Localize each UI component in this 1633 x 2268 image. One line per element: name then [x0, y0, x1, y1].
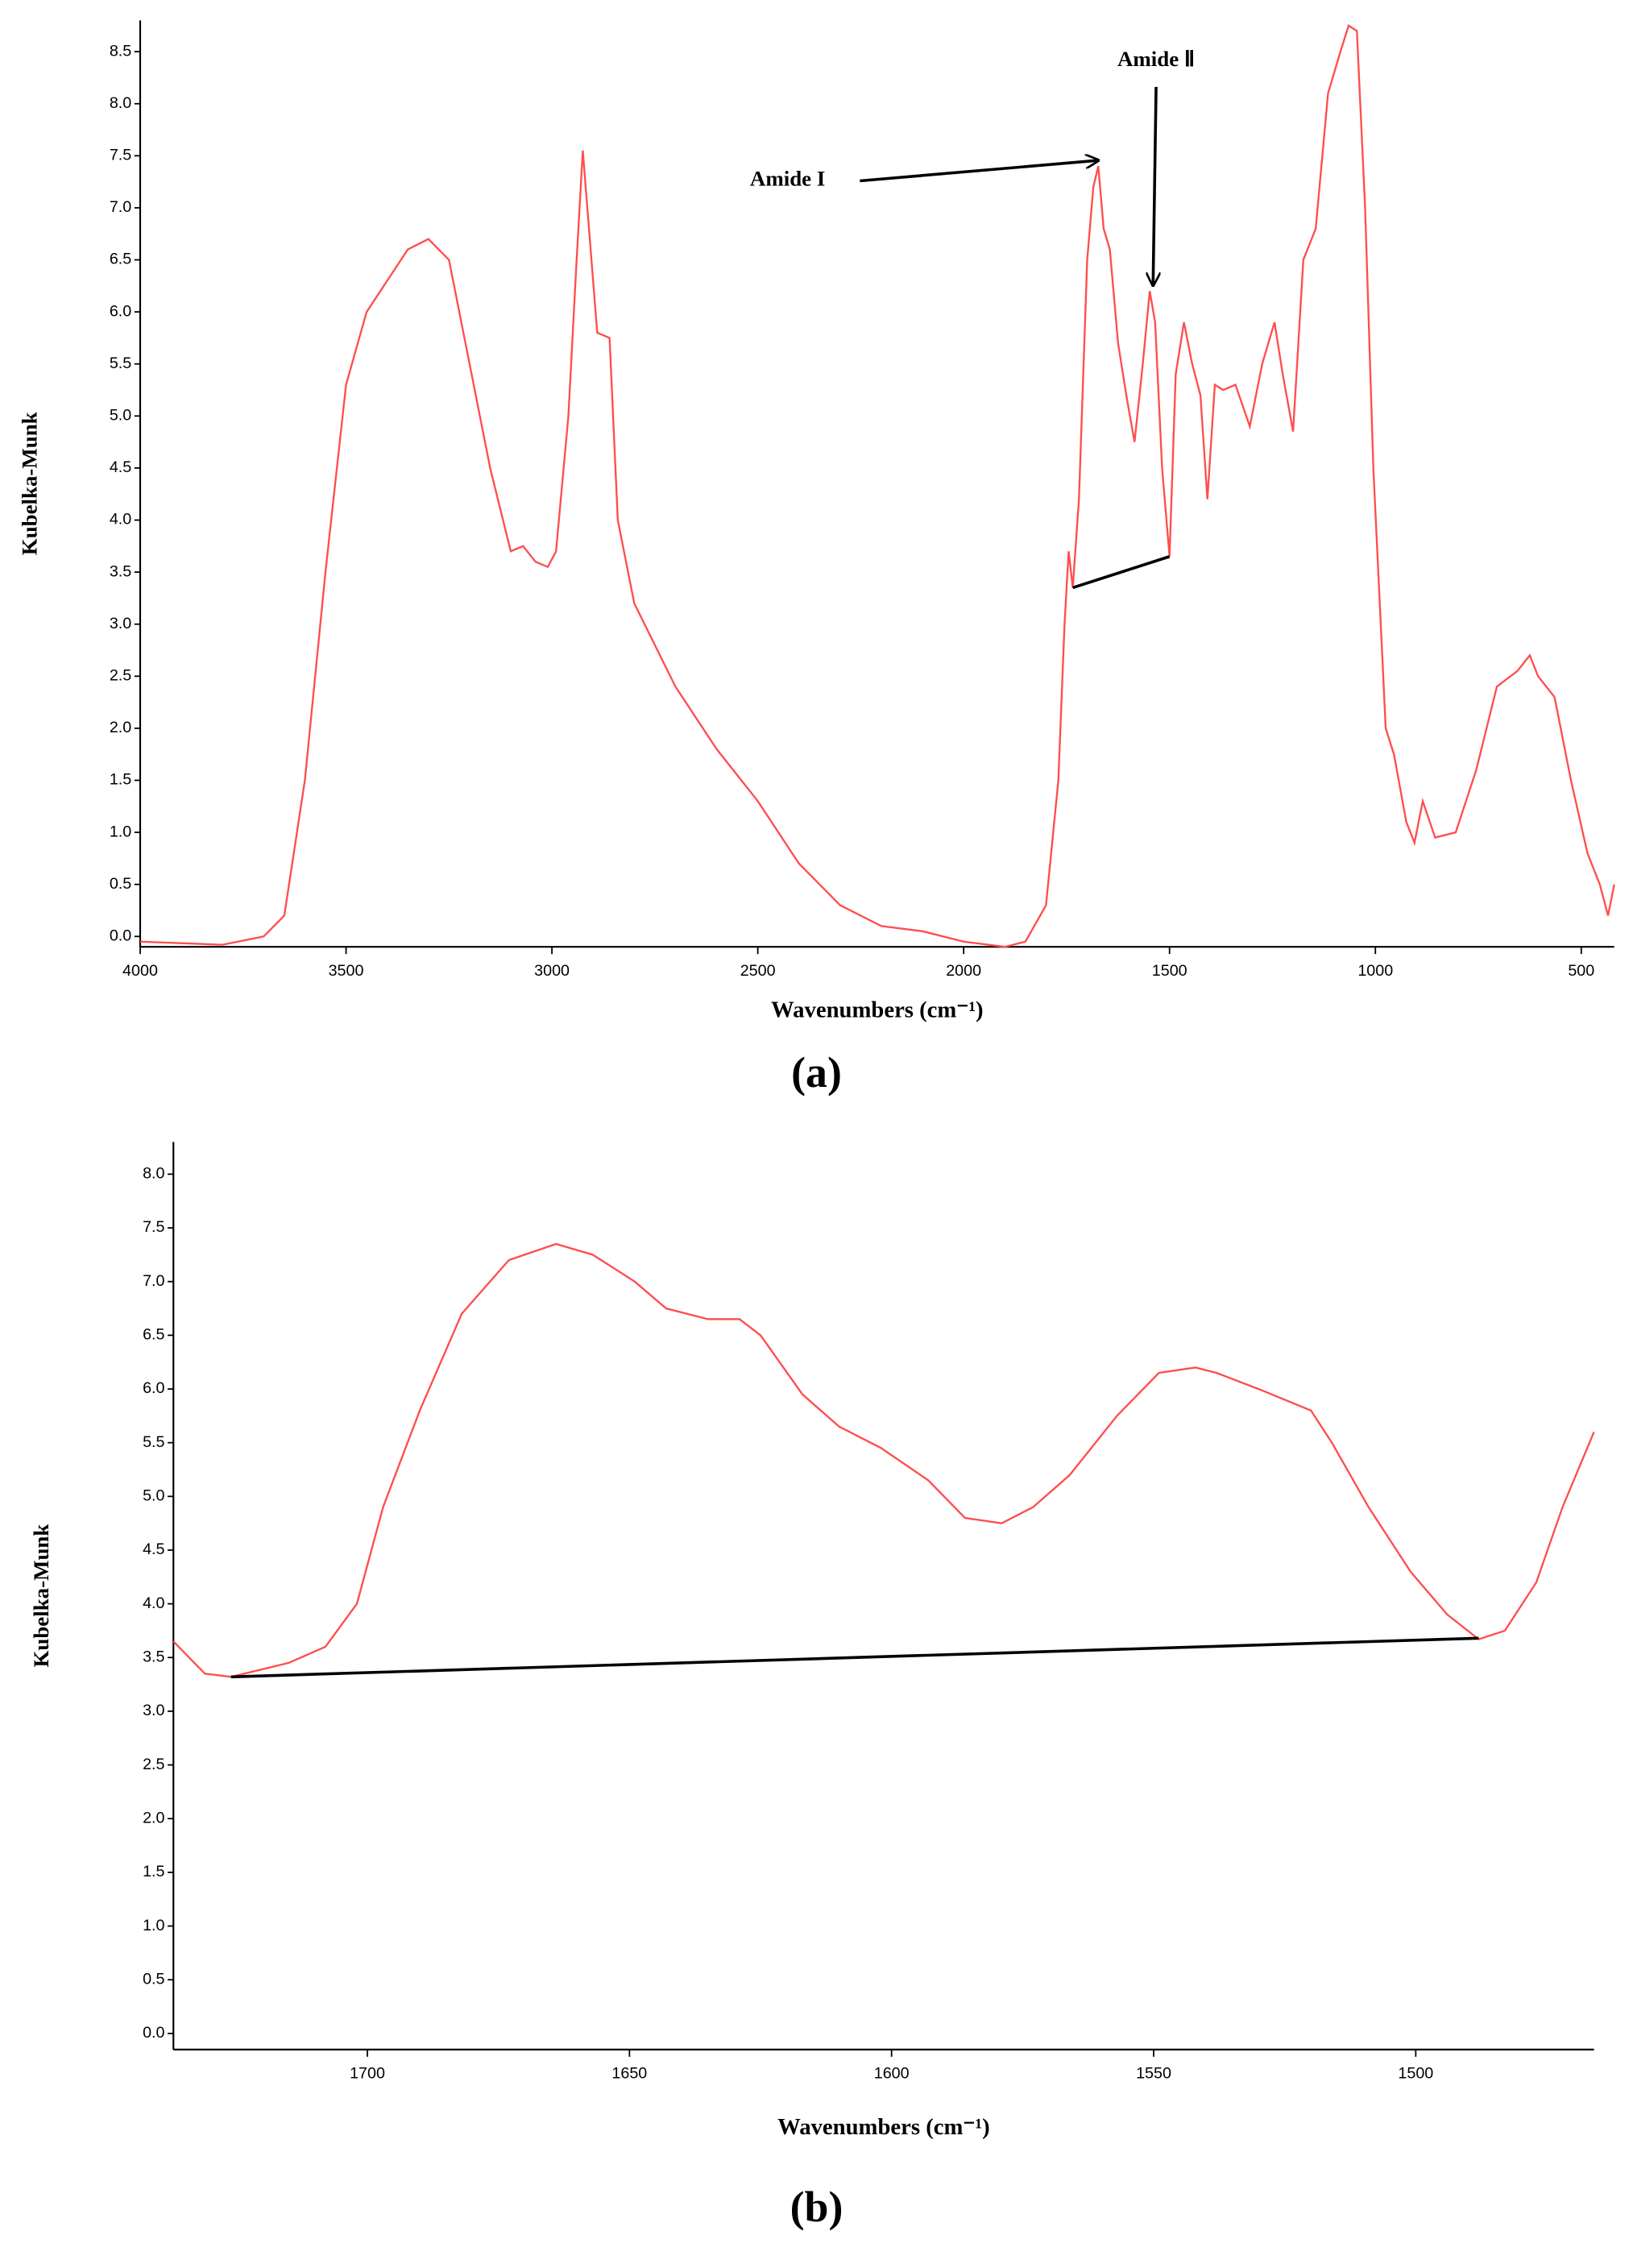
annotation-arrow	[1153, 86, 1156, 285]
series-line	[1072, 555, 1171, 590]
y-tick-label: 6.5	[110, 251, 131, 268]
annotation-arrow	[860, 160, 1098, 183]
panel-caption: (a)	[791, 1048, 842, 1097]
y-tick-label: 5.0	[110, 407, 131, 425]
y-tick-label: 2.5	[110, 667, 131, 685]
y-tick-label: 7.5	[143, 1218, 164, 1236]
y-tick-label: 3.0	[110, 615, 131, 632]
series-line	[230, 1636, 1479, 1679]
y-tick-label: 3.0	[143, 1702, 164, 1719]
y-tick-label: 4.5	[110, 458, 131, 476]
y-tick-label: 4.5	[143, 1540, 164, 1558]
x-axis-label: Wavenumbers (cm⁻¹)	[771, 997, 984, 1023]
y-tick-label: 0.0	[143, 2024, 164, 2042]
y-tick-label: 5.5	[143, 1433, 164, 1451]
y-tick-label: 1.0	[110, 823, 131, 840]
y-tick-label: 8.0	[110, 94, 131, 112]
y-tick-label: 8.5	[110, 42, 131, 60]
y-tick-label: 4.0	[143, 1594, 164, 1612]
x-tick-label: 1600	[874, 2065, 910, 2083]
y-tick-label: 6.0	[143, 1379, 164, 1397]
x-tick-label: 1000	[1357, 962, 1393, 980]
x-tick-label: 3500	[329, 962, 364, 980]
y-tick-label: 5.5	[110, 355, 131, 372]
y-axis-label: Kubelka-Munk	[29, 1524, 53, 1668]
series-line	[172, 1242, 1595, 1678]
annotation: Amide I	[750, 167, 825, 191]
y-tick-label: 7.5	[110, 147, 131, 164]
y-tick-label: 2.0	[110, 719, 131, 736]
y-tick-label: 2.5	[143, 1756, 164, 1773]
y-tick-label: 1.5	[143, 1863, 164, 1880]
y-tick-label: 3.5	[143, 1648, 164, 1665]
y-tick-label: 6.5	[143, 1326, 164, 1344]
y-tick-label: 7.0	[110, 198, 131, 216]
x-tick-label: 1700	[350, 2065, 385, 2083]
x-tick-label: 500	[1568, 962, 1594, 980]
x-tick-label: 2000	[946, 962, 981, 980]
y-tick-label: 7.0	[143, 1272, 164, 1290]
y-tick-label: 0.5	[110, 875, 131, 893]
x-tick-label: 1500	[1398, 2065, 1433, 2083]
annotation: Amide Ⅱ	[1117, 47, 1195, 71]
series-line	[139, 24, 1615, 948]
x-tick-label: 2500	[740, 962, 776, 980]
y-tick-label: 4.0	[110, 511, 131, 529]
x-tick-label: 3000	[534, 962, 570, 980]
panel-caption: (b)	[790, 2183, 843, 2231]
y-tick-label: 0.0	[110, 927, 131, 945]
y-tick-label: 3.5	[110, 562, 131, 580]
y-tick-label: 1.0	[143, 1917, 164, 1934]
x-tick-label: 1500	[1152, 962, 1187, 980]
x-tick-label: 1550	[1136, 2065, 1171, 2083]
y-tick-label: 5.0	[143, 1487, 164, 1505]
y-tick-label: 6.0	[110, 302, 131, 320]
y-tick-label: 2.0	[143, 1809, 164, 1826]
x-tick-label: 4000	[122, 962, 158, 980]
y-tick-label: 8.0	[143, 1165, 164, 1183]
x-axis-label: Wavenumbers (cm⁻¹)	[777, 2114, 990, 2140]
y-axis-label: Kubelka-Munk	[18, 412, 42, 555]
x-tick-label: 1650	[611, 2065, 647, 2083]
y-tick-label: 1.5	[110, 771, 131, 789]
y-tick-label: 0.5	[143, 1970, 164, 1988]
